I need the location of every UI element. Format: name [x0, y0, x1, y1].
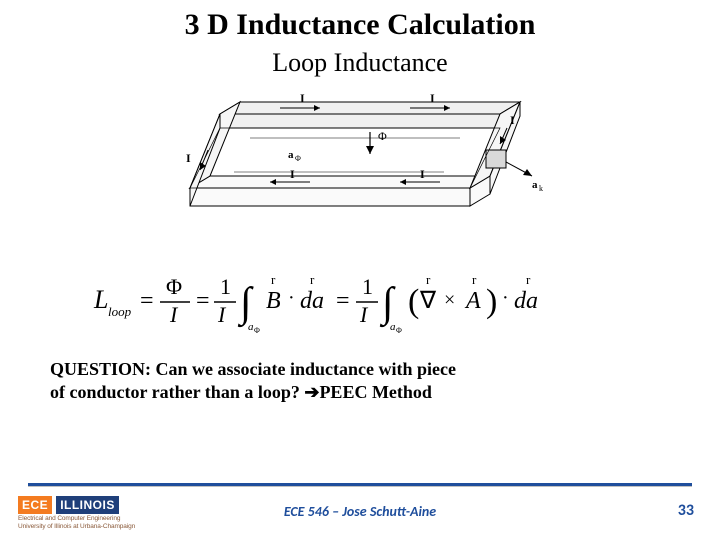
question-line2: of conductor rather than a loop?: [50, 382, 304, 402]
svg-text:I: I: [510, 113, 515, 127]
svg-text:a: a: [532, 179, 538, 191]
eq-vec4: r: [472, 272, 477, 287]
svg-text:=: =: [196, 288, 210, 314]
slide: 3 D Inductance Calculation Loop Inductan…: [0, 0, 720, 540]
loop-diagram: I I I I I I Φ a Φ a k: [160, 92, 560, 242]
question-lead: QUESTION:: [50, 359, 151, 379]
eq-one2: 1: [362, 274, 373, 299]
eq-vec3: r: [426, 272, 431, 287]
svg-text:): ): [486, 283, 497, 320]
svg-text:I: I: [186, 151, 191, 165]
svg-text:Φ: Φ: [396, 326, 402, 334]
page-number: 33: [678, 501, 694, 520]
svg-text:I: I: [300, 92, 305, 105]
eq-Phi: Φ: [166, 274, 182, 299]
svg-text:Φ: Φ: [295, 154, 301, 163]
eq-da1: da: [300, 288, 324, 314]
svg-text:a: a: [288, 149, 294, 161]
eq-dot2: ·: [502, 287, 509, 309]
footer-rule: [28, 483, 692, 486]
question-line1: Can we associate inductance with piece: [151, 359, 456, 379]
eq-B: B: [266, 288, 281, 314]
svg-text:I: I: [430, 92, 435, 105]
svg-text:I: I: [420, 167, 425, 181]
svg-text:=: =: [140, 288, 154, 314]
equation: L loop = Φ I = 1 I ∫ a Φ r B: [90, 264, 630, 334]
question-method: PEEC Method: [319, 382, 432, 402]
arrow-icon: ➔: [304, 381, 319, 404]
svg-text:k: k: [539, 184, 543, 193]
page-title: 3 D Inductance Calculation: [0, 0, 720, 42]
eq-I3: I: [359, 302, 369, 327]
eq-times: ×: [444, 289, 455, 311]
eq-A: A: [464, 288, 481, 314]
svg-text:Φ: Φ: [254, 326, 260, 334]
eq-da2: da: [514, 288, 538, 314]
eq-vec2: r: [310, 272, 315, 287]
question-text: QUESTION: Can we associate inductance wi…: [50, 358, 670, 405]
subtitle: Loop Inductance: [0, 42, 720, 78]
logo-sub2: University of Illinois at Urbana-Champai…: [18, 523, 188, 530]
eq-I2: I: [217, 302, 227, 327]
eq-vec5: r: [526, 272, 531, 287]
svg-text:I: I: [290, 167, 295, 181]
eq-I1: I: [169, 302, 179, 327]
eq-vec1: r: [271, 272, 276, 287]
eq-L: L: [93, 285, 108, 314]
eq-loop: loop: [108, 304, 132, 319]
footer-text: ECE 546 – Jose Schutt-Aine: [0, 503, 720, 520]
svg-text:(: (: [408, 283, 419, 320]
svg-text:=: =: [336, 288, 350, 314]
eq-nabla: ∇: [419, 288, 437, 314]
eq-dot1: ·: [288, 287, 295, 309]
eq-one1: 1: [220, 274, 231, 299]
svg-text:Φ: Φ: [378, 129, 387, 143]
